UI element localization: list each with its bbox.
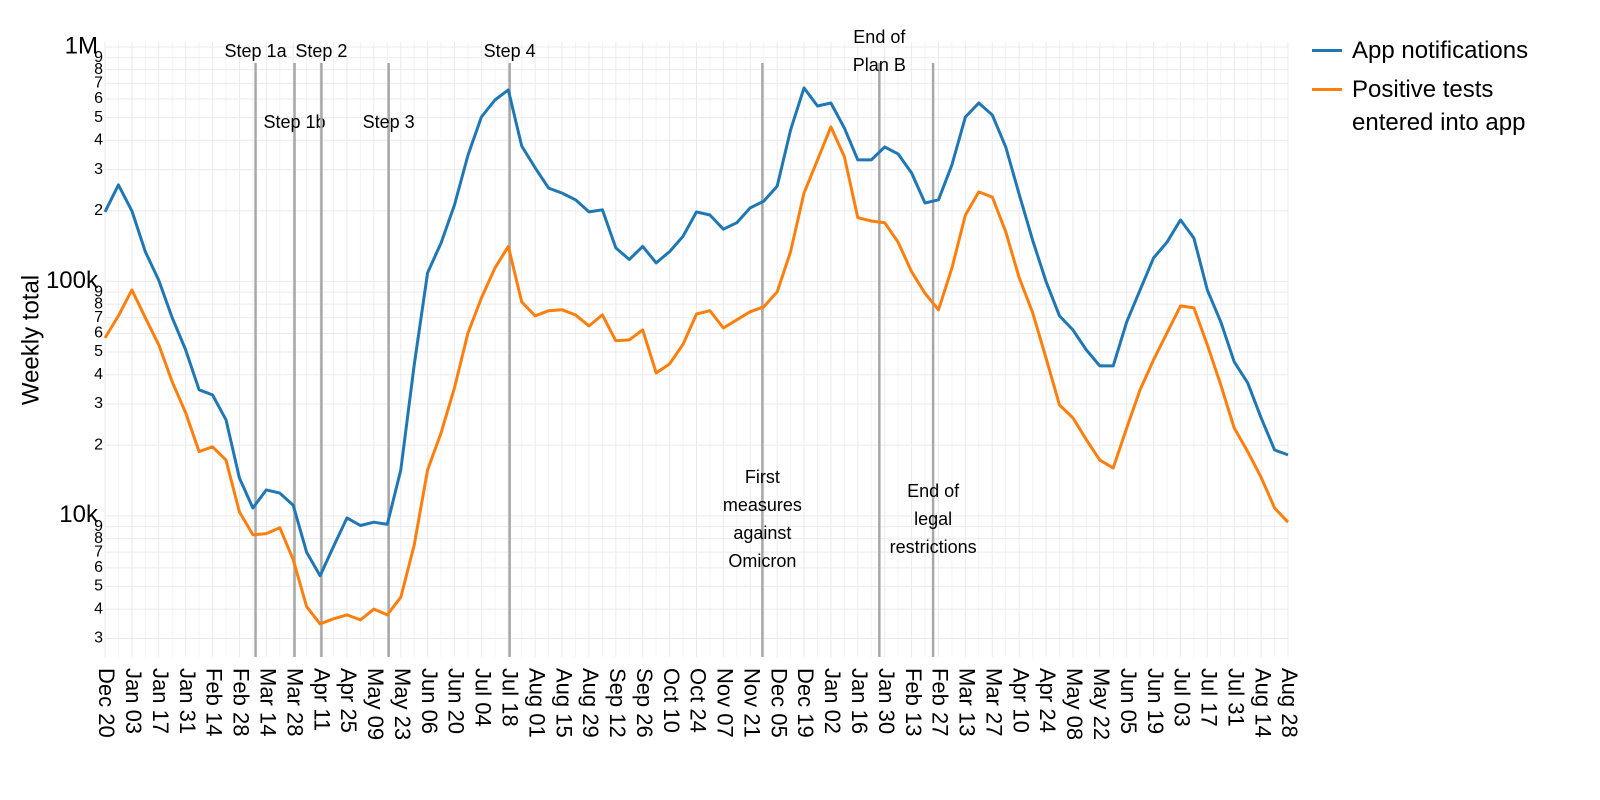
x-tick-label: Jul 04 <box>471 668 496 727</box>
y-tick-label: 6 <box>94 90 103 107</box>
y-tick-label: 1M <box>65 32 98 59</box>
y-tick-label: 5 <box>94 343 103 360</box>
y-tick-label: 7 <box>94 75 103 92</box>
legend-label: Positive tests entered into app <box>1352 76 1526 136</box>
x-tick-label: May 23 <box>390 668 415 740</box>
annotation-label: Step 4 <box>484 41 536 61</box>
x-tick-label: Jun 19 <box>1143 668 1168 734</box>
legend-swatch <box>1312 49 1342 52</box>
x-tick-label: Feb 28 <box>229 668 254 737</box>
legend-swatch <box>1312 88 1342 91</box>
annotation-label: Step 1b <box>264 112 326 132</box>
x-tick-label: Aug 28 <box>1277 668 1302 738</box>
annotation-label: against <box>733 523 791 543</box>
x-tick-label: Mar 28 <box>282 668 307 736</box>
x-tick-label: Jun 05 <box>1116 668 1141 734</box>
y-tick-label: 4 <box>94 132 103 149</box>
annotation-label: Step 3 <box>363 112 415 132</box>
x-tick-label: Mar 13 <box>955 668 980 736</box>
annotation-label: Step 1a <box>225 41 288 61</box>
annotation-label: legal <box>914 509 952 529</box>
x-tick-label: May 22 <box>1089 668 1114 740</box>
x-tick-label: Apr 11 <box>309 668 334 731</box>
y-tick-label: 5 <box>94 109 103 126</box>
x-tick-label: Apr 24 <box>1035 668 1060 733</box>
series-line <box>103 86 1289 578</box>
x-tick-label: Jun 20 <box>444 668 469 734</box>
x-tick-label: Aug 29 <box>578 668 603 738</box>
y-axis-label: Weekly total <box>17 275 44 405</box>
series-line <box>103 125 1290 626</box>
y-tick-label: 9 <box>94 518 103 535</box>
x-tick-label: Jan 17 <box>148 668 173 734</box>
y-tick-label: 6 <box>94 559 103 576</box>
y-tick-label: 5 <box>94 578 103 595</box>
x-tick-label: Jan 30 <box>874 668 899 734</box>
x-tick-label: Jan 31 <box>175 668 200 734</box>
legend-item: App notifications <box>1312 34 1572 67</box>
annotation-label: Omicron <box>728 551 796 571</box>
x-tick-label: Sep 26 <box>632 668 657 738</box>
y-tick-label: 4 <box>94 600 103 617</box>
x-tick-label: Mar 27 <box>981 668 1006 736</box>
x-tick-label: Oct 24 <box>686 668 711 733</box>
y-tick-label: 9 <box>94 283 103 300</box>
legend-label: App notifications <box>1352 37 1529 64</box>
y-tick-label: 3 <box>94 630 103 647</box>
x-tick-label: Apr 10 <box>1008 668 1033 733</box>
x-tick-label: Jul 31 <box>1223 668 1248 727</box>
x-tick-label: Feb 27 <box>928 668 953 737</box>
x-tick-label: Feb 14 <box>202 668 227 737</box>
x-tick-label: Jul 17 <box>1197 668 1222 727</box>
annotation-label: Plan B <box>853 55 906 75</box>
x-tick-label: Mar 14 <box>256 668 281 736</box>
y-tick-label: 6 <box>94 325 103 342</box>
y-tick-label: 3 <box>94 395 103 412</box>
x-tick-label: Aug 14 <box>1250 668 1275 738</box>
x-tick-label: Jul 03 <box>1170 668 1195 727</box>
x-tick-label: Nov 07 <box>713 668 738 738</box>
x-tick-label: Aug 15 <box>551 668 576 738</box>
y-tick-label: 9 <box>94 49 103 66</box>
x-tick-label: May 09 <box>363 668 388 740</box>
x-tick-label: Nov 21 <box>739 668 764 738</box>
legend-item: Positive tests entered into app <box>1312 73 1572 139</box>
y-tick-label: 7 <box>94 309 103 326</box>
legend: App notifications Positive tests entered … <box>1312 34 1572 145</box>
y-tick-label: 3 <box>94 161 103 178</box>
annotation-label: End of <box>853 27 906 47</box>
x-tick-label: Oct 10 <box>659 668 684 733</box>
annotation-label: First <box>745 467 780 487</box>
y-tick-label: 10k <box>59 501 99 528</box>
y-tick-label: 2 <box>94 202 103 219</box>
annotation-label: End of <box>907 481 960 501</box>
x-tick-label: May 08 <box>1062 668 1087 740</box>
x-tick-label: Dec 05 <box>766 668 791 738</box>
y-tick-label: 2 <box>94 437 103 454</box>
x-tick-label: Sep 12 <box>605 668 630 738</box>
x-tick-label: Aug 01 <box>524 668 549 738</box>
x-tick-label: Jan 03 <box>121 668 146 734</box>
x-tick-label: Dec 19 <box>793 668 818 738</box>
x-tick-label: Apr 25 <box>336 668 361 733</box>
y-tick-label: 8 <box>94 530 103 547</box>
y-tick-label: 7 <box>94 543 103 560</box>
y-tick-label: 100k <box>46 267 99 294</box>
annotation-label: measures <box>723 495 802 515</box>
y-tick-label: 8 <box>94 295 103 312</box>
x-tick-label: Jul 18 <box>497 668 522 727</box>
annotation-label: restrictions <box>890 537 977 557</box>
x-tick-label: Jan 16 <box>847 668 872 734</box>
annotation-label: Step 2 <box>295 41 347 61</box>
x-tick-label: Jun 06 <box>417 668 442 734</box>
x-tick-label: Jan 02 <box>820 668 845 734</box>
y-tick-label: 4 <box>94 366 103 383</box>
x-tick-label: Dec 20 <box>94 668 119 738</box>
y-tick-label: 8 <box>94 61 103 78</box>
x-tick-label: Feb 13 <box>901 668 926 737</box>
